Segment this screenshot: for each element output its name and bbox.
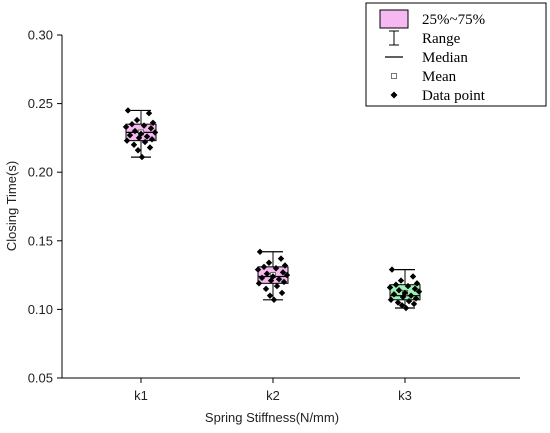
y-tick-label: 0.25 <box>28 96 53 111</box>
data-point <box>151 129 159 136</box>
data-point <box>149 119 157 127</box>
legend-items: 25%~75% Range Median Mean Data point <box>379 9 486 104</box>
data-point <box>415 288 423 295</box>
data-point <box>255 280 263 287</box>
data-point <box>407 292 415 299</box>
legend-item-median: Median <box>385 50 468 66</box>
data-point <box>124 107 132 114</box>
legend-item-range: Range <box>389 30 461 47</box>
legend-label: Median <box>422 50 468 66</box>
data-point <box>135 134 143 142</box>
legend-item-box: 25%~75% <box>379 9 485 29</box>
data-point <box>410 300 418 308</box>
data-point <box>267 277 275 284</box>
data-point <box>270 296 278 303</box>
y-tick-label: 0.10 <box>28 302 53 317</box>
legend-label: 25%~75% <box>422 12 485 28</box>
y-axis-title: Closing Time(s) <box>4 161 19 251</box>
data-point <box>258 274 266 282</box>
box-group-k3 <box>386 266 423 312</box>
data-point <box>273 282 281 290</box>
data-point <box>146 144 154 151</box>
legend-item-mean: Mean <box>391 69 457 85</box>
y-tick-label: 0.30 <box>28 28 53 43</box>
legend-mean-icon <box>391 73 397 79</box>
data-point <box>402 304 410 312</box>
data-point <box>140 122 148 129</box>
data-point <box>147 125 155 132</box>
data-point <box>395 286 403 294</box>
data-point <box>148 136 156 143</box>
legend: 25%~75% Range Median Mean Data point <box>365 2 547 107</box>
x-tick-label: k1 <box>134 388 148 403</box>
y-tick-label: 0.15 <box>28 233 53 248</box>
data-point <box>283 271 291 279</box>
data-point <box>279 269 287 276</box>
data-point <box>138 153 146 161</box>
data-point <box>397 277 405 284</box>
data-point <box>266 292 274 299</box>
data-point <box>390 291 398 298</box>
box-group-k2 <box>254 248 291 303</box>
data-point <box>404 282 412 290</box>
data-point <box>260 263 268 271</box>
data-point <box>409 273 417 280</box>
data-point <box>133 116 141 124</box>
y-ticks: 0.05 0.10 0.15 0.20 0.25 0.30 <box>28 28 62 386</box>
legend-label: Data point <box>422 88 486 104</box>
data-point <box>394 299 402 306</box>
data-point <box>128 120 136 128</box>
legend-label: Mean <box>422 69 457 85</box>
x-ticks: k1 k2 k3 <box>134 378 412 403</box>
data-point <box>281 262 289 269</box>
data-point <box>411 285 419 293</box>
data-point <box>263 270 271 277</box>
legend-point-icon <box>390 91 398 99</box>
data-point <box>388 266 396 273</box>
box-group-k1 <box>122 107 159 161</box>
data-point <box>412 295 420 302</box>
legend-label: Range <box>422 31 461 47</box>
data-point <box>122 123 130 131</box>
data-point <box>256 248 264 255</box>
data-point <box>145 110 153 117</box>
data-point <box>130 141 138 148</box>
data-point <box>254 266 262 273</box>
data-point <box>398 302 406 309</box>
y-tick-label: 0.05 <box>28 371 53 386</box>
data-point <box>262 285 270 293</box>
data-point <box>413 280 421 287</box>
data-point <box>137 130 145 137</box>
data-point <box>280 278 288 286</box>
x-tick-label: k3 <box>398 388 412 403</box>
data-point <box>272 265 280 272</box>
data-point <box>123 137 131 144</box>
data-point <box>134 147 142 154</box>
axes <box>61 35 520 379</box>
y-tick-label: 0.20 <box>28 165 53 180</box>
data-point <box>399 293 407 301</box>
data-point <box>265 259 273 266</box>
legend-box-swatch <box>379 9 409 29</box>
data-point <box>278 289 286 297</box>
data-point <box>141 138 149 146</box>
data-point <box>392 281 400 288</box>
data-point <box>277 255 285 262</box>
x-tick-label: k2 <box>266 388 280 403</box>
boxes <box>122 107 423 312</box>
data-point <box>143 133 151 140</box>
data-point <box>405 297 413 305</box>
data-point <box>275 276 283 283</box>
data-point <box>131 127 139 135</box>
data-point <box>387 296 395 303</box>
legend-item-point: Data point <box>390 88 486 104</box>
x-axis-title: Spring Stiffness(N/mm) <box>205 410 339 425</box>
data-point <box>126 131 134 139</box>
data-point <box>386 284 394 291</box>
